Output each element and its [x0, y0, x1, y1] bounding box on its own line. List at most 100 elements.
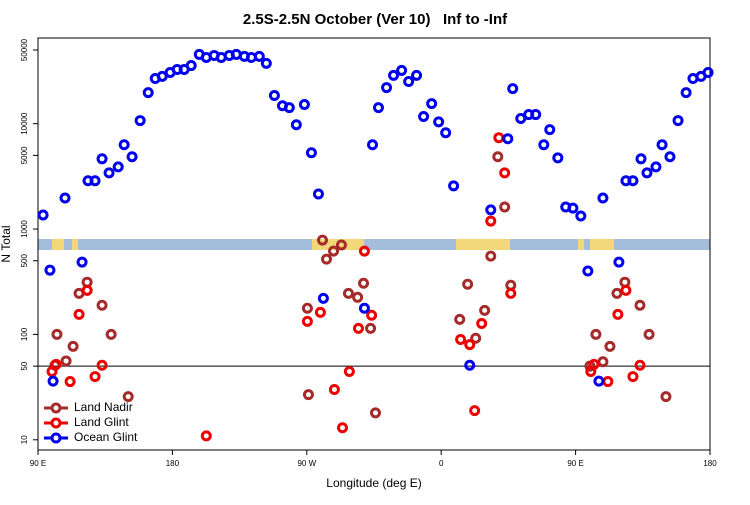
point	[365, 322, 377, 334]
point	[455, 333, 467, 345]
point	[96, 359, 108, 371]
point	[328, 245, 340, 257]
point	[301, 302, 313, 314]
point	[433, 116, 445, 128]
mask-patch	[590, 239, 614, 250]
x-tick-label: 90 E	[30, 459, 46, 468]
point	[60, 355, 72, 367]
y-tick-label: 50000	[20, 38, 29, 61]
point	[634, 359, 646, 371]
legend-marker	[50, 417, 62, 429]
point	[89, 175, 101, 187]
y-tick-label: 5000	[20, 146, 29, 164]
mask-patch	[72, 239, 78, 250]
point	[73, 308, 85, 320]
point	[122, 391, 134, 403]
point	[89, 371, 101, 383]
point	[51, 328, 63, 340]
x-tick-label: 0	[439, 459, 444, 468]
point	[492, 151, 504, 163]
point	[590, 328, 602, 340]
series	[46, 132, 646, 442]
point	[505, 287, 517, 299]
point	[530, 109, 542, 121]
y-tick-label: 50	[20, 361, 29, 370]
point	[680, 87, 692, 99]
point	[96, 153, 108, 165]
point	[502, 133, 514, 145]
point	[59, 192, 71, 204]
point	[50, 358, 62, 370]
point	[118, 139, 130, 151]
point	[301, 315, 313, 327]
point	[656, 139, 668, 151]
point	[650, 161, 662, 173]
legend-label: Land Nadir	[74, 400, 133, 414]
legend-label: Land Glint	[74, 415, 129, 429]
point	[672, 115, 684, 127]
point	[507, 83, 519, 95]
x-tick-label: 90 E	[567, 459, 583, 468]
mask-patch	[578, 239, 584, 250]
point	[316, 234, 328, 246]
point	[200, 430, 212, 442]
point	[469, 405, 481, 417]
chart-title: 2.5S-2.5N October (Ver 10) Inf to -Inf	[243, 11, 508, 28]
y-tick-label: 500	[20, 254, 29, 268]
point	[476, 317, 488, 329]
point	[47, 375, 59, 387]
point	[302, 389, 314, 401]
point	[335, 239, 347, 251]
point	[470, 332, 482, 344]
point	[67, 340, 79, 352]
series	[49, 151, 672, 419]
series	[37, 48, 714, 387]
point	[64, 376, 76, 388]
point	[185, 60, 197, 72]
point	[105, 328, 117, 340]
point	[544, 124, 556, 136]
point	[464, 339, 476, 351]
point	[358, 245, 370, 257]
y-tick-label: 10000	[20, 112, 29, 135]
point	[253, 50, 265, 62]
point	[298, 98, 310, 110]
plot-frame	[37, 37, 711, 451]
point	[588, 358, 600, 370]
point	[485, 204, 497, 216]
point	[575, 210, 587, 222]
point	[538, 139, 550, 151]
x-tick-label: 180	[703, 459, 717, 468]
point	[613, 256, 625, 268]
point	[462, 278, 474, 290]
point	[634, 299, 646, 311]
point	[499, 201, 511, 213]
point	[426, 98, 438, 110]
point	[134, 115, 146, 127]
point	[358, 302, 370, 314]
point	[448, 180, 460, 192]
mask-patch	[456, 239, 510, 250]
point	[260, 57, 272, 69]
point	[343, 365, 355, 377]
y-tick-label: 100	[20, 327, 29, 341]
y-tick-label: 1000	[20, 220, 29, 238]
point	[156, 70, 168, 82]
point	[440, 127, 452, 139]
point	[479, 304, 491, 316]
point	[418, 110, 430, 122]
point	[112, 161, 124, 173]
point	[627, 175, 639, 187]
point	[317, 292, 329, 304]
point	[37, 209, 49, 221]
point	[142, 87, 154, 99]
point	[352, 322, 364, 334]
point	[366, 309, 378, 321]
point	[485, 250, 497, 262]
point	[328, 384, 340, 396]
point	[641, 167, 653, 179]
point	[660, 391, 672, 403]
point	[126, 151, 138, 163]
mask-patch	[52, 239, 64, 250]
